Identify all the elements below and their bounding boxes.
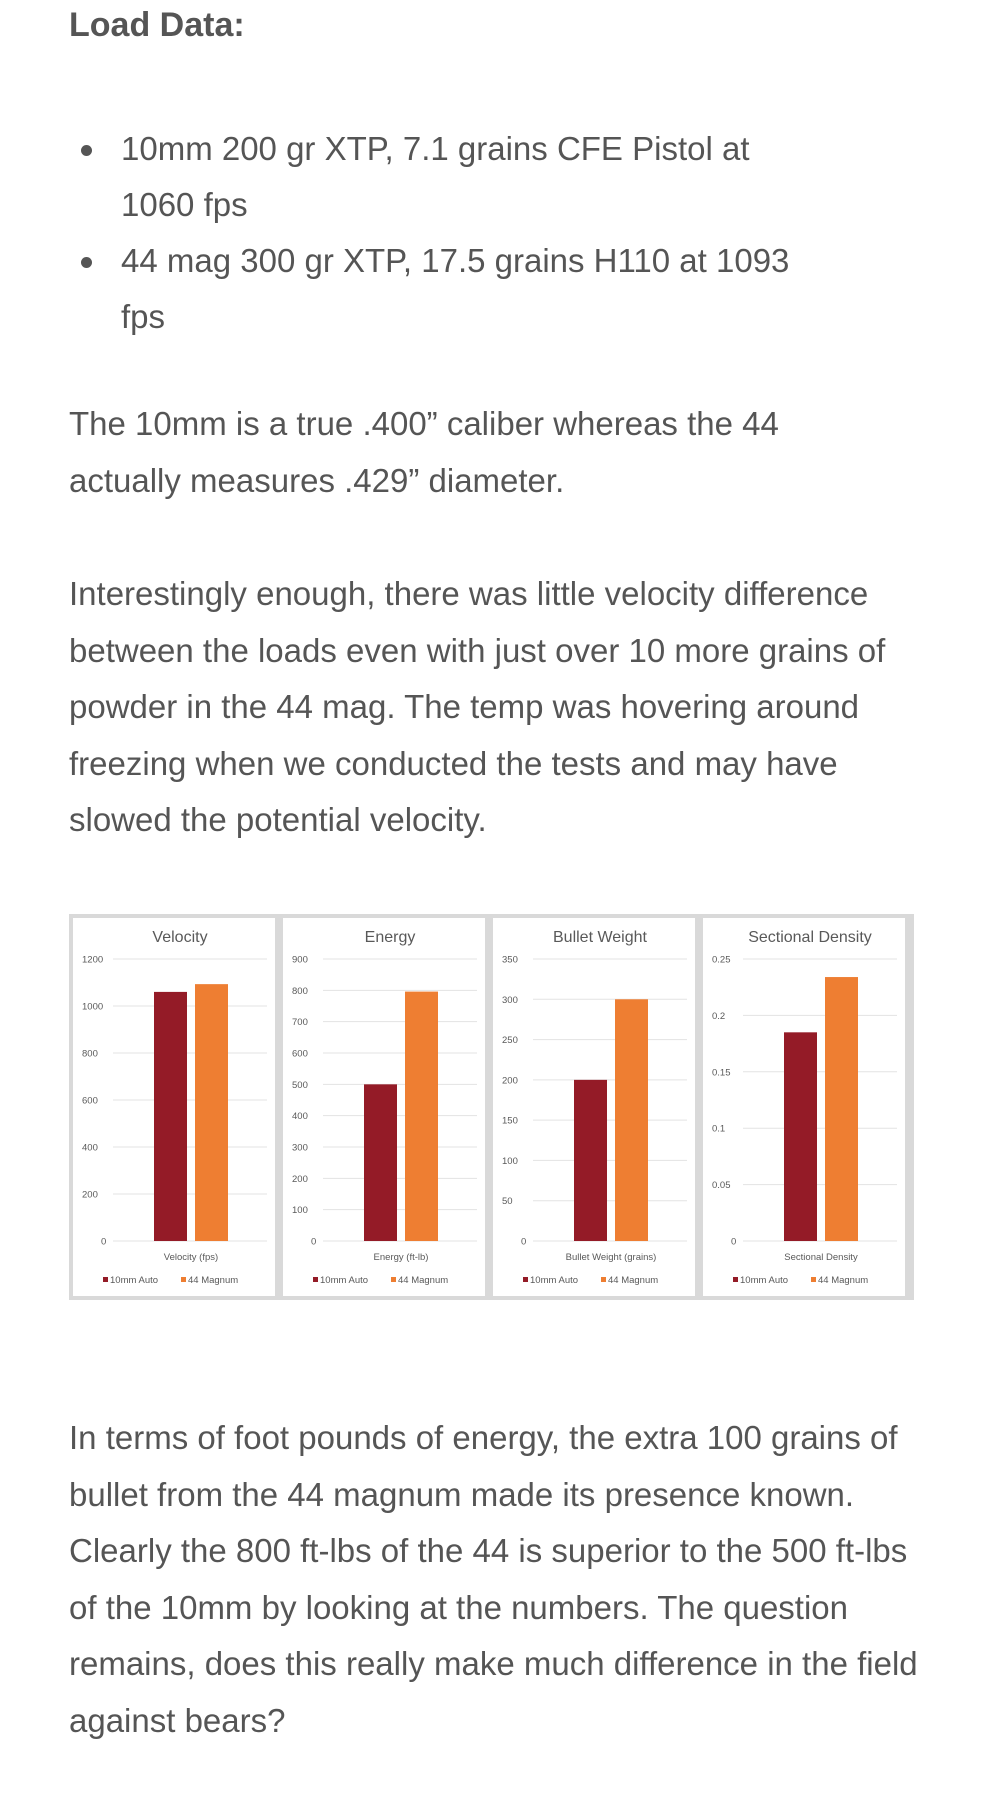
legend-swatch: [181, 1277, 186, 1282]
y-tick-label: 0: [521, 1237, 526, 1248]
legend-swatch: [313, 1277, 318, 1282]
y-tick-label: 0.2: [712, 1011, 725, 1022]
y-tick-label: 250: [502, 1035, 518, 1046]
y-tick-label: 0: [731, 1237, 736, 1248]
chart-panel-bullet-weight: Bullet Weight 0 50 100 150 200 250 300 350 Bullet…: [493, 918, 695, 1296]
load-data-list: 10mm 200 gr XTP, 7.1 grains CFE Pistol a…: [69, 121, 869, 345]
y-tick-label: 1200: [82, 955, 103, 966]
y-tick-label: 900: [292, 955, 308, 966]
legend-swatch: [391, 1277, 396, 1282]
y-tick-label: 400: [82, 1143, 98, 1154]
y-tick-label: 500: [292, 1080, 308, 1091]
x-category-label: Energy (ft-lb): [374, 1252, 429, 1263]
y-tick-label: 0.05: [712, 1180, 731, 1191]
y-tick-label: 1000: [82, 1002, 103, 1013]
y-tick-label: 0.15: [712, 1067, 731, 1078]
chart-svg: Velocity 0 200 400 600 800 1000 1200 Velocity (f…: [82, 929, 267, 1286]
legend-label: 10mm Auto: [320, 1275, 368, 1286]
bar-44-magnum: [615, 999, 648, 1241]
comparison-charts: Velocity 0 200 400 600 800 1000 1200 Velocity (f…: [69, 914, 914, 1300]
legend-swatch: [103, 1277, 108, 1282]
chart-svg: Sectional Density 0 0.05 0.1 0.15 0.2 0.25 Sect…: [712, 929, 897, 1286]
y-tick-label: 300: [292, 1143, 308, 1154]
chart-title: Sectional Density: [748, 929, 872, 946]
chart-panel-velocity: Velocity 0 200 400 600 800 1000 1200 Velocity (f…: [73, 918, 275, 1296]
chart-title: Bullet Weight: [553, 929, 648, 946]
list-item: 44 mag 300 gr XTP, 17.5 grains H110 at 1…: [69, 233, 811, 345]
bar-44-magnum: [195, 984, 228, 1241]
bar-10mm-auto: [784, 1032, 817, 1241]
bullet-dot: [81, 145, 92, 156]
chart-panel-energy: Energy 0 100 200 300 400 500 600 700 800 900 Energy…: [283, 918, 485, 1296]
y-tick-label: 400: [292, 1111, 308, 1122]
list-item: 10mm 200 gr XTP, 7.1 grains CFE Pistol a…: [69, 121, 811, 233]
y-tick-label: 100: [292, 1205, 308, 1216]
x-category-label: Sectional Density: [784, 1252, 858, 1263]
bar-44-magnum: [405, 991, 438, 1241]
legend-label: 10mm Auto: [740, 1275, 788, 1286]
y-tick-label: 300: [502, 995, 518, 1006]
legend-swatch: [811, 1277, 816, 1282]
chart-svg: Energy 0 100 200 300 400 500 600 700 800 900 Energy…: [292, 929, 477, 1286]
bar-10mm-auto: [154, 991, 187, 1241]
bar-10mm-auto: [574, 1079, 607, 1241]
legend-swatch: [601, 1277, 606, 1282]
y-tick-label: 200: [502, 1075, 518, 1086]
x-category-label: Bullet Weight (grains): [566, 1252, 657, 1263]
y-tick-label: 350: [502, 955, 518, 966]
y-tick-label: 0.25: [712, 955, 731, 966]
chart-panel-sectional-density: Sectional Density 0 0.05 0.1 0.15 0.2 0.25 Sect…: [703, 918, 905, 1296]
section-heading: Load Data:: [69, 6, 245, 44]
legend-label: 44 Magnum: [818, 1275, 868, 1286]
legend-label: 10mm Auto: [530, 1275, 578, 1286]
y-tick-label: 100: [502, 1156, 518, 1167]
bar-44-magnum: [825, 977, 858, 1241]
y-tick-label: 0: [311, 1237, 316, 1248]
y-tick-label: 800: [82, 1049, 98, 1060]
legend-label: 44 Magnum: [608, 1275, 658, 1286]
y-tick-label: 150: [502, 1116, 518, 1127]
y-tick-label: 700: [292, 1017, 308, 1028]
x-category-label: Velocity (fps): [164, 1252, 218, 1263]
paragraph-energy: In terms of foot pounds of energy, the e…: [69, 1419, 918, 1739]
y-tick-label: 800: [292, 986, 308, 997]
y-tick-label: 600: [292, 1049, 308, 1060]
legend-swatch: [733, 1277, 738, 1282]
y-tick-label: 0: [101, 1237, 106, 1248]
y-tick-label: 600: [82, 1096, 98, 1107]
paragraph-caliber: The 10mm is a true .400” caliber whereas…: [69, 405, 779, 499]
bar-10mm-auto: [364, 1084, 397, 1241]
legend-swatch: [523, 1277, 528, 1282]
paragraph-velocity: Interestingly enough, there was little v…: [69, 575, 886, 838]
chart-title: Velocity: [152, 929, 207, 946]
y-tick-label: 200: [292, 1174, 308, 1185]
chart-title: Energy: [365, 929, 416, 946]
legend-label: 10mm Auto: [110, 1275, 158, 1286]
y-tick-label: 0.1: [712, 1124, 725, 1135]
list-item-text: 44 mag 300 gr XTP, 17.5 grains H110 at 1…: [121, 242, 790, 335]
chart-svg: Bullet Weight 0 50 100 150 200 250 300 350 Bullet…: [502, 929, 687, 1286]
y-tick-label: 200: [82, 1190, 98, 1201]
legend-label: 44 Magnum: [188, 1275, 238, 1286]
y-tick-label: 50: [502, 1196, 513, 1207]
list-item-text: 10mm 200 gr XTP, 7.1 grains CFE Pistol a…: [121, 130, 750, 223]
bullet-dot: [81, 257, 92, 268]
legend-label: 44 Magnum: [398, 1275, 448, 1286]
